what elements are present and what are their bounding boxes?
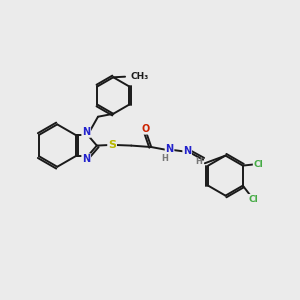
Text: O: O (141, 124, 149, 134)
Text: N: N (166, 144, 174, 154)
Text: CH₃: CH₃ (131, 72, 149, 81)
Text: N: N (183, 146, 191, 156)
Text: H: H (196, 157, 202, 166)
Text: N: N (82, 127, 90, 137)
Text: Cl: Cl (248, 195, 258, 204)
Text: Cl: Cl (254, 160, 263, 169)
Text: H: H (161, 154, 168, 163)
Text: S: S (108, 140, 116, 150)
Text: N: N (82, 154, 90, 164)
